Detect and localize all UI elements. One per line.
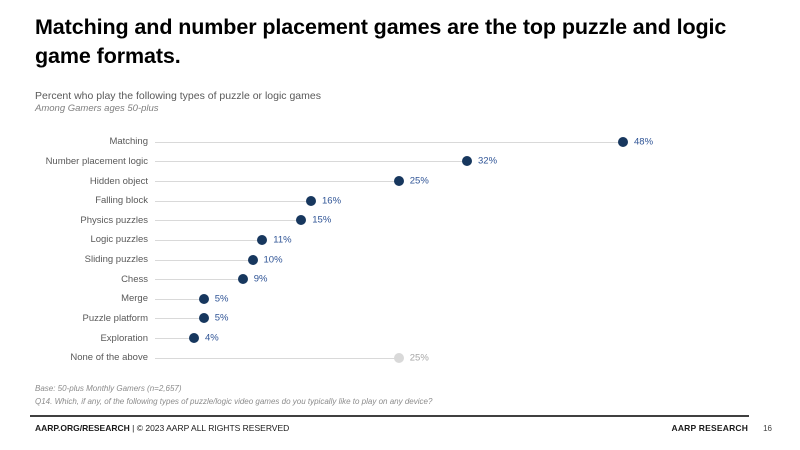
chart-row-track: 4% — [155, 328, 800, 348]
value-label: 16% — [322, 195, 342, 207]
value-label: 25% — [409, 352, 429, 364]
chart-row: Falling block 16% — [0, 191, 800, 211]
category-label: None of the above — [70, 352, 148, 364]
value-label: 25% — [409, 175, 429, 187]
category-label: Logic puzzles — [90, 234, 148, 246]
value-label: 32% — [478, 155, 498, 167]
chart-row-track: 32% — [155, 152, 800, 172]
footer-brand-label: AARP RESEARCH — [671, 423, 749, 433]
slide-title-line-2: game formats. — [35, 44, 181, 68]
leader-line — [155, 357, 399, 359]
footer-divider — [30, 415, 749, 417]
chart-row-track: 25% — [155, 171, 800, 191]
chart-row-track: 5% — [155, 309, 800, 329]
data-point-dot — [257, 234, 268, 245]
data-point-dot — [306, 195, 316, 206]
chart-row-track: 11% — [155, 230, 800, 250]
chart-row: Puzzle platform 5% — [0, 309, 800, 329]
data-point-dot — [247, 254, 258, 265]
chart-row-track: 10% — [155, 250, 800, 270]
leader-line — [155, 161, 467, 163]
footer-site-label: AARP.ORG/RESEARCH — [35, 423, 130, 433]
leader-line — [155, 318, 204, 320]
category-label: Exploration — [100, 332, 148, 344]
data-point-dot — [462, 156, 472, 167]
leader-line — [155, 220, 302, 222]
chart-row: Logic puzzles 11% — [0, 230, 800, 250]
chart-population-note: Among Gamers ages 50-plus — [35, 103, 159, 114]
footer-rights-label: | © 2023 AARP ALL RIGHTS RESERVED — [129, 423, 290, 433]
chart-row-track: 15% — [155, 211, 800, 231]
data-point-dot — [189, 333, 199, 344]
category-label: Merge — [121, 293, 148, 305]
category-label: Physics puzzles — [80, 214, 148, 226]
chart-row: Physics puzzles 15% — [0, 211, 800, 231]
value-label: 5% — [214, 293, 229, 305]
leader-line — [155, 239, 263, 241]
footnote-question: Q14. Which, if any, of the following typ… — [35, 396, 433, 406]
category-label: Hidden object — [89, 175, 148, 187]
leader-line — [155, 181, 399, 183]
chart-subtitle: Percent who play the following types of … — [35, 90, 321, 102]
category-label: Falling block — [95, 195, 148, 207]
chart-row-track: 25% — [155, 348, 800, 368]
leader-line — [155, 298, 204, 300]
chart-row: Exploration 4% — [0, 328, 800, 348]
chart-row-track: 48% — [155, 132, 800, 152]
value-label: 10% — [263, 254, 283, 266]
chart-row: Number placement logic 32% — [0, 152, 800, 172]
value-label: 9% — [253, 273, 268, 285]
value-label: 48% — [634, 136, 654, 148]
category-label: Puzzle platform — [82, 312, 148, 324]
chart-row-track: 16% — [155, 191, 800, 211]
chart-row: Hidden object 25% — [0, 171, 800, 191]
data-point-dot — [237, 274, 248, 285]
footnotes: Base: 50-plus Monthly Gamers (n=2,657) Q… — [35, 383, 432, 408]
data-point-dot — [198, 313, 209, 324]
chart-row-track: 9% — [155, 269, 800, 289]
data-point-dot — [296, 215, 307, 226]
category-label: Chess — [121, 273, 148, 285]
chart-row: Sliding puzzles 10% — [0, 250, 800, 270]
chart-row: Chess 9% — [0, 269, 800, 289]
leader-line — [155, 279, 243, 281]
chart-row: None of the above 25% — [0, 348, 800, 368]
slide-title-line-1: Matching and number placement games are … — [35, 15, 727, 39]
chart-row: Matching 48% — [0, 132, 800, 152]
data-point-dot — [618, 136, 628, 147]
data-point-dot — [198, 293, 209, 304]
chart-row: Merge 5% — [0, 289, 800, 309]
leader-line — [155, 200, 311, 202]
value-label: 5% — [214, 312, 229, 324]
category-label: Sliding puzzles — [84, 254, 148, 266]
data-point-dot — [393, 176, 404, 187]
dot-plot-chart: Matching 48% Number placement logic 32% Hidd… — [0, 132, 800, 368]
footer-brand-block: AARP RESEARCH 16 — [672, 423, 773, 433]
leader-line — [155, 259, 253, 261]
category-label: Matching — [109, 136, 148, 148]
value-label: 4% — [205, 332, 219, 344]
leader-line — [155, 141, 623, 143]
footnote-base: Base: 50-plus Monthly Gamers (n=2,657) — [35, 384, 182, 393]
footer-copyright: AARP.ORG/RESEARCH | © 2023 AARP ALL RIGH… — [35, 423, 289, 433]
value-label: 15% — [312, 214, 332, 226]
data-point-dot — [393, 352, 404, 363]
leader-line — [155, 338, 194, 340]
category-label: Number placement logic — [45, 155, 148, 167]
page-number: 16 — [763, 424, 772, 433]
chart-row-track: 5% — [155, 289, 800, 309]
value-label: 11% — [273, 234, 292, 246]
slide-title: Matching and number placement games are … — [35, 13, 785, 71]
